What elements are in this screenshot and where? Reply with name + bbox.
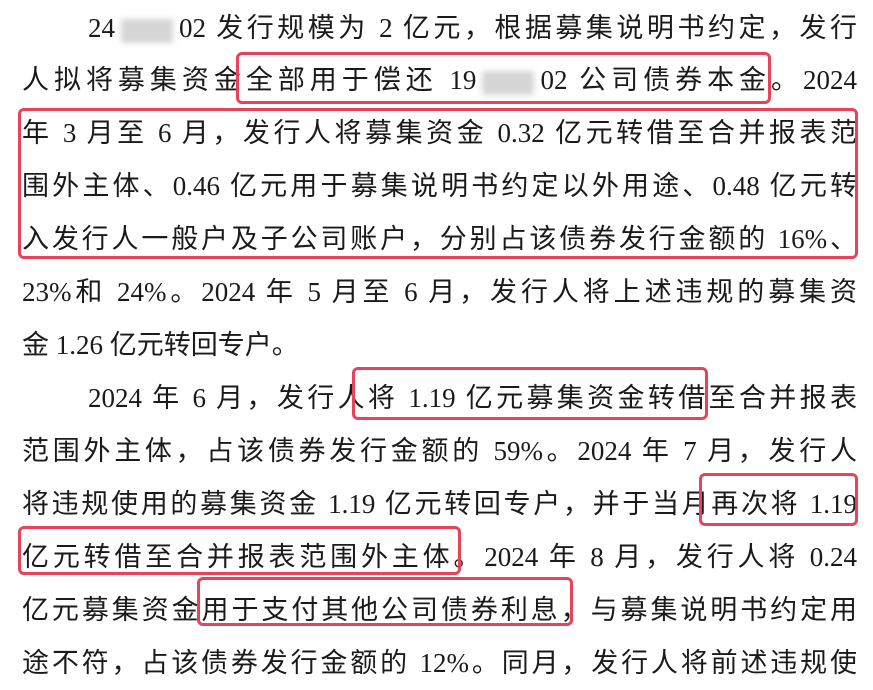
highlight-box: [18, 108, 858, 259]
text-line: 24 02 发行规模为 2 亿元，根据募集说明书约定，发行: [88, 2, 857, 55]
text-segment: 02 发行规模为 2 亿元，根据募集说明书约定，发行: [179, 13, 857, 43]
text-line: 年 3 月至 6 月，发行人将募集资金 0.32 亿元转借至合并报表范: [22, 107, 857, 160]
redaction: [482, 70, 535, 95]
text-segment: 亿元转借至合并报表范围外主体。2024 年 8 月，发行人将 0.24: [22, 542, 857, 572]
text-line: 将违规使用的募集资金 1.19 亿元转回专户，并于当月再次将 1.19: [22, 478, 857, 531]
text-line: 亿元募集资金用于支付其他公司债券利息，与募集说明书约定用: [22, 584, 857, 637]
redaction: [121, 18, 173, 43]
text-segment: 金 1.26 亿元转回专户。: [22, 330, 299, 360]
highlight-box: [18, 526, 461, 575]
text-segment: 年 3 月至 6 月，发行人将募集资金 0.32 亿元转借至合并报表范: [22, 118, 857, 148]
text-line: 23%和 24%。2024 年 5 月至 6 月，发行人将上述违规的募集资: [22, 266, 857, 319]
text-segment: 02 公司债券本金。2024: [540, 65, 858, 95]
text-segment: 范围外主体，占该债券发行金额的 59%。2024 年 7 月，发行人: [22, 436, 857, 466]
text-segment: 途不符，占该债券发行金额的 12%。同月，发行人将前述违规使: [22, 648, 857, 678]
text-line: 围外主体、0.46 亿元用于募集说明书约定以外用途、0.48 亿元转: [22, 160, 857, 213]
text-segment: 将违规使用的募集资金 1.19 亿元转回专户，并于当月再次将 1.19: [22, 489, 857, 519]
text-segment: 2024 年 6 月，发行人将 1.19 亿元募集资金转借至合并报表: [88, 383, 857, 413]
text-segment: 人拟将募集资金全部用于偿还 19: [22, 65, 477, 95]
text-segment: 亿元募集资金用于支付其他公司债券利息，与募集说明书约定用: [22, 595, 857, 625]
highlight-box: [197, 577, 573, 626]
text-segment: 23%和 24%。2024 年 5 月至 6 月，发行人将上述违规的募集资: [22, 277, 857, 307]
text-line: 2024 年 6 月，发行人将 1.19 亿元募集资金转借至合并报表: [88, 372, 857, 425]
text-segment: 24: [88, 13, 115, 43]
text-line: 入发行人一般户及子公司账户，分别占该债券发行金额的 16%、: [22, 213, 857, 266]
highlight-box: [236, 52, 771, 104]
text-line: 范围外主体，占该债券发行金额的 59%。2024 年 7 月，发行人: [22, 425, 857, 478]
text-segment: 围外主体、0.46 亿元用于募集说明书约定以外用途、0.48 亿元转: [22, 171, 857, 201]
highlight-box: [352, 367, 708, 420]
highlight-box: [699, 473, 858, 526]
text-line: 途不符，占该债券发行金额的 12%。同月，发行人将前述违规使: [22, 637, 857, 690]
text-line: 人拟将募集资金全部用于偿还 19 02 公司债券本金。2024: [22, 54, 857, 107]
text-line: 金 1.26 亿元转回专户。: [22, 319, 857, 372]
text-segment: 入发行人一般户及子公司账户，分别占该债券发行金额的 16%、: [22, 224, 857, 254]
text-line: 亿元转借至合并报表范围外主体。2024 年 8 月，发行人将 0.24: [22, 531, 857, 584]
